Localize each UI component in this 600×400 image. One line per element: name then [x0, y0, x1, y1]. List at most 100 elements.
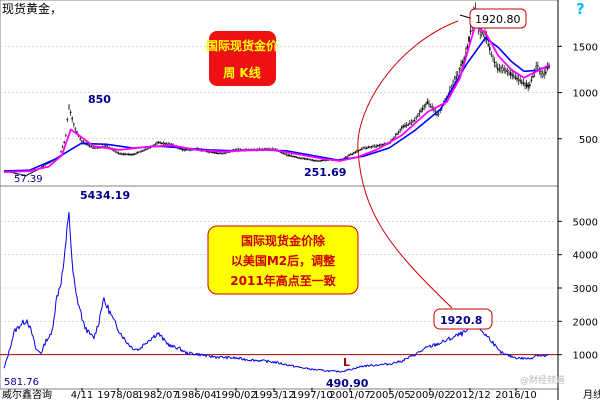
- price-candle-body: [500, 67, 502, 69]
- x-tick-label: 2012/12: [449, 390, 491, 400]
- price-candle-body: [165, 143, 168, 145]
- price-candle-body: [68, 105, 70, 109]
- price-candle-body: [28, 173, 30, 175]
- x-tick-label: 2005/05: [369, 390, 411, 400]
- price-candle-body: [505, 69, 507, 72]
- price-candle-body: [511, 74, 514, 77]
- price-candle-body: [362, 147, 365, 149]
- upper-panel-frame: [0, 0, 559, 187]
- price-candle-body: [415, 117, 418, 119]
- x-tick-label: 2001/07: [329, 390, 371, 400]
- price-candle-body: [437, 113, 440, 115]
- price-candle-body: [74, 128, 77, 130]
- upper-y-tick-label: 1500: [573, 42, 598, 53]
- lower-annotation-box: [207, 225, 359, 295]
- price-candle-body: [537, 65, 539, 67]
- price-candle-body: [501, 67, 504, 72]
- price-candle-body: [418, 112, 421, 115]
- price-candle-body: [221, 153, 224, 155]
- price-candle-body: [324, 159, 326, 162]
- moving-average-blue-line: [3, 37, 550, 172]
- price-candle-body: [506, 70, 509, 72]
- upper-y-ticks: 500 1000 1500: [558, 42, 598, 146]
- price-candle-body: [481, 32, 483, 35]
- price-candle-body: [493, 61, 496, 64]
- price-candle-body: [401, 126, 403, 129]
- price-candle-body: [215, 152, 218, 154]
- price-candle-body: [130, 154, 133, 156]
- price-candle-body: [469, 30, 472, 33]
- price-candle-body: [319, 160, 322, 162]
- price-candle-body: [297, 157, 299, 159]
- price-candle-body: [112, 149, 115, 152]
- price-candle-body: [287, 155, 290, 157]
- price-candle-body: [516, 77, 518, 80]
- price-candle-body: [348, 154, 350, 157]
- m2-adjusted-line: [3, 211, 550, 373]
- lower-chart-annotation: 国际现货金价除 以美国M2后，调整 2011年高点至一致: [207, 225, 359, 295]
- price-candle-body: [71, 117, 73, 120]
- price-candle-body: [138, 151, 141, 153]
- price-candle-body: [290, 155, 293, 157]
- lower-annotation-line-2: 以美国M2后，调整: [231, 253, 335, 268]
- price-candle-body: [503, 68, 506, 71]
- x-tick-label: 1982/07: [137, 390, 179, 400]
- x-tick-label: 2016/10: [495, 390, 537, 400]
- price-candle-body: [87, 144, 89, 146]
- price-candle-body: [497, 67, 499, 70]
- price-candle-body: [116, 152, 118, 154]
- x-axis-ticks: 4/11 1978/081982/071986/041990/021993/121…: [71, 388, 537, 400]
- price-candle-body: [410, 122, 413, 124]
- price-candle-body: [381, 144, 384, 146]
- price-candle-body: [88, 145, 91, 147]
- price-candle-body: [525, 83, 528, 87]
- price-candle-body: [104, 145, 107, 147]
- price-candle-body: [76, 131, 78, 133]
- price-candle-body: [13, 172, 16, 174]
- price-candle-body: [495, 64, 498, 67]
- price-candle-body: [532, 76, 534, 78]
- price-candle-body: [148, 147, 150, 149]
- price-candle-body: [92, 147, 94, 149]
- price-candle-body: [349, 153, 352, 156]
- price-candle-body: [41, 166, 43, 168]
- lower-peak-label-box: [433, 308, 493, 330]
- price-candle-body: [80, 140, 83, 142]
- upper-label-251-69: 251.69: [304, 166, 346, 179]
- lower-y-ticks: 1000 2000 3000 4000 5000: [558, 217, 598, 362]
- price-candle-body: [293, 156, 296, 158]
- lower-label-1920-8: 1920.8: [440, 314, 482, 327]
- price-candle-body: [354, 151, 357, 153]
- price-candle-body: [301, 157, 304, 159]
- price-candle-body: [377, 145, 379, 147]
- price-candle-body: [375, 146, 378, 148]
- price-candle-body: [529, 84, 531, 87]
- price-candle-body: [298, 157, 301, 160]
- price-candle-body: [370, 146, 373, 148]
- price-candle-body: [397, 131, 400, 133]
- price-candle-body: [460, 64, 462, 66]
- price-candle-body: [412, 120, 414, 122]
- price-candle-body: [407, 124, 410, 126]
- price-candle-body: [125, 153, 128, 155]
- price-candle-body: [378, 144, 381, 147]
- price-candle-body: [372, 145, 374, 148]
- upper-series-layer: [3, 2, 551, 177]
- lower-series-layer: [0, 211, 558, 373]
- upper-label-1920-80: 1920.80: [475, 13, 521, 26]
- price-candle-body: [369, 146, 371, 148]
- price-candle-body: [31, 171, 34, 174]
- price-candle-body: [417, 115, 419, 117]
- price-candle-body: [519, 80, 521, 82]
- price-candle-body: [114, 151, 117, 153]
- price-candle-body: [492, 56, 494, 60]
- question-mark-icon[interactable]: ?: [576, 0, 585, 18]
- price-candle-body: [93, 147, 96, 149]
- price-candle-body: [461, 60, 464, 64]
- x-tick-label: 1993/12: [253, 390, 295, 400]
- price-candle-body: [321, 160, 323, 162]
- price-candle-body: [295, 156, 298, 158]
- price-candle-body: [15, 173, 18, 175]
- price-candle-body: [156, 142, 158, 144]
